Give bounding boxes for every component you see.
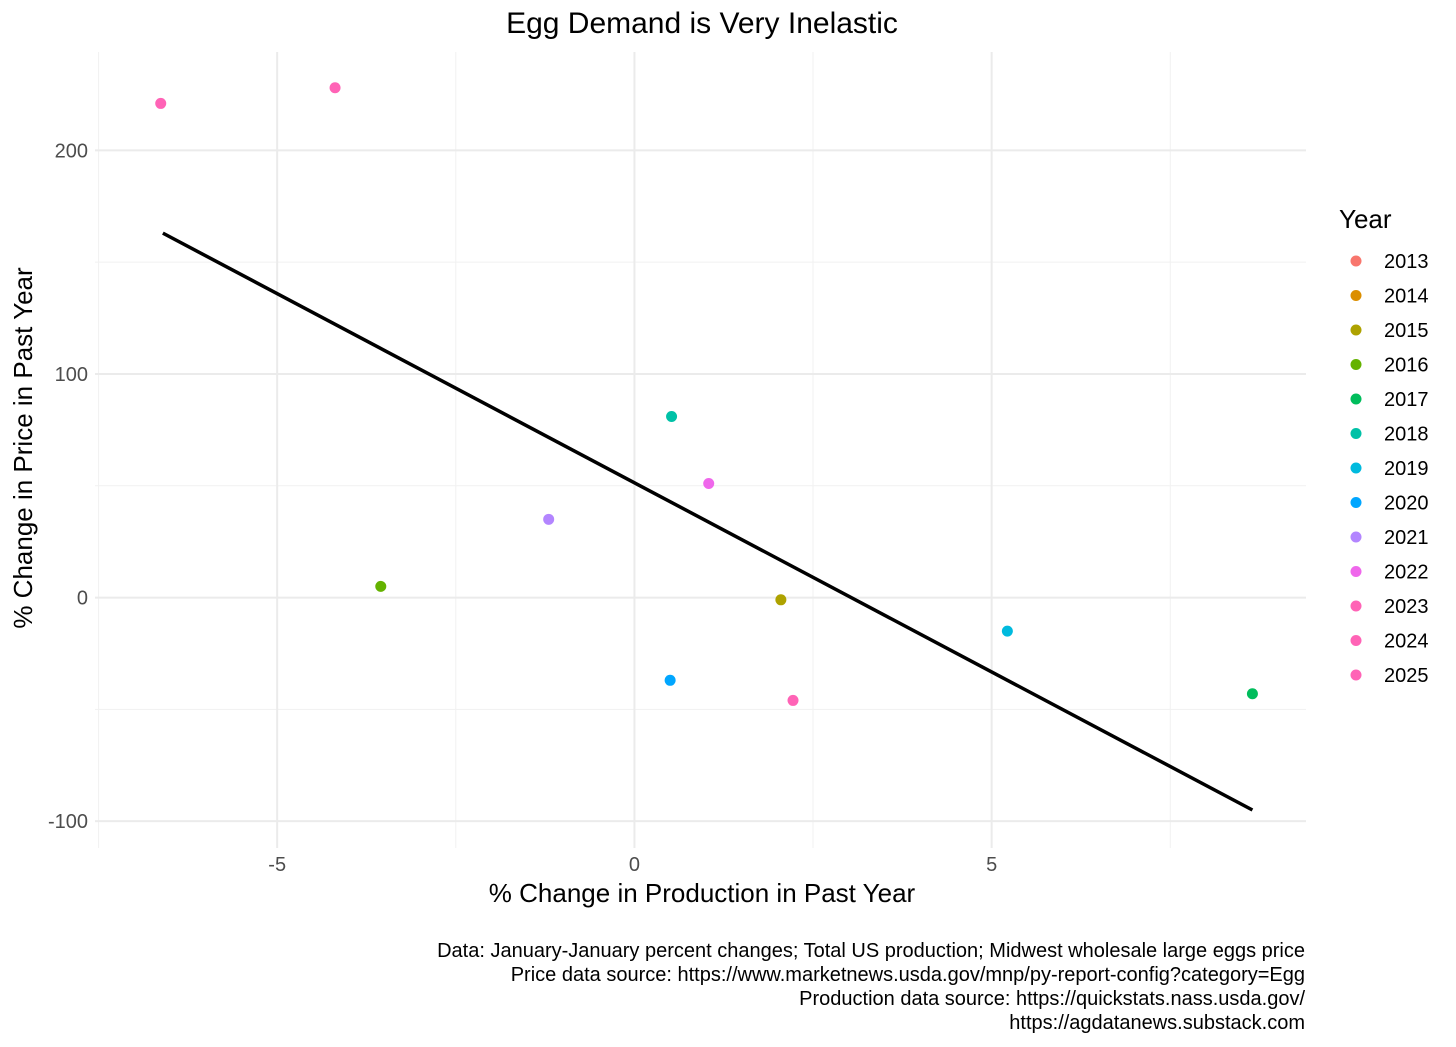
x-axis-label: % Change in Production in Past Year bbox=[489, 878, 916, 908]
trend-line bbox=[162, 231, 1254, 812]
y-tick-label: 200 bbox=[55, 140, 88, 162]
y-tick-label: 100 bbox=[55, 364, 88, 386]
legend-key-2022 bbox=[1350, 566, 1362, 577]
caption-data-note: Data: January-January percent changes; T… bbox=[437, 940, 1305, 962]
y-tick-label: 0 bbox=[77, 588, 88, 610]
legend-label-2017: 2017 bbox=[1384, 389, 1429, 411]
data-point-2016 bbox=[375, 580, 387, 592]
legend-label-2021: 2021 bbox=[1384, 527, 1429, 549]
legend-label-2023: 2023 bbox=[1384, 596, 1429, 618]
legend-label-2020: 2020 bbox=[1384, 493, 1429, 515]
x-tick-label: -5 bbox=[268, 854, 286, 876]
legend-key-2025 bbox=[1350, 669, 1362, 681]
minor-gridlines bbox=[95, 52, 1306, 848]
caption-production-source: Production data source: https://quicksta… bbox=[799, 988, 1305, 1010]
data-point-2017 bbox=[1246, 688, 1258, 700]
legend-key-2016 bbox=[1350, 359, 1362, 370]
data-point-2020 bbox=[664, 674, 676, 686]
legend-label-2015: 2015 bbox=[1384, 320, 1429, 342]
x-tick-label: 5 bbox=[986, 854, 997, 876]
legend-label-2019: 2019 bbox=[1384, 458, 1429, 480]
legend-key-2024 bbox=[1350, 635, 1362, 646]
caption-price-source: Price data source: https://www.marketnew… bbox=[510, 964, 1305, 986]
legend-label-2022: 2022 bbox=[1384, 562, 1429, 584]
legend-label-2014: 2014 bbox=[1384, 286, 1429, 308]
legend-key-2020 bbox=[1350, 497, 1362, 508]
trend-line-layer bbox=[162, 231, 1254, 812]
legend-title: Year bbox=[1339, 204, 1392, 234]
legend-key-2015 bbox=[1350, 324, 1362, 336]
legend-label-2013: 2013 bbox=[1384, 251, 1429, 273]
legend-label-2025: 2025 bbox=[1384, 665, 1429, 687]
x-axis-ticks: -5 0 5 bbox=[268, 854, 997, 876]
legend-key-2013 bbox=[1350, 255, 1362, 267]
legend-key-2023 bbox=[1350, 600, 1362, 612]
y-tick-label: -100 bbox=[48, 811, 88, 833]
legend-key-2014 bbox=[1350, 290, 1362, 301]
legend-key-2018 bbox=[1350, 428, 1362, 439]
x-tick-label: 0 bbox=[629, 854, 640, 876]
legend-label-2016: 2016 bbox=[1384, 355, 1429, 377]
y-axis-ticks: -100 0 100 200 bbox=[48, 140, 88, 833]
data-point-2023 bbox=[155, 97, 167, 109]
caption-website: https://agdatanews.substack.com bbox=[1009, 1012, 1305, 1034]
data-point-2019 bbox=[1001, 625, 1013, 637]
chart-title: Egg Demand is Very Inelastic bbox=[506, 7, 898, 40]
data-point-2025 bbox=[329, 82, 341, 94]
legend: 2013 2014 2015 2016 2017 2018 2019 2020 2021 2022… bbox=[1350, 251, 1429, 687]
legend-label-2024: 2024 bbox=[1384, 631, 1429, 653]
data-point-2022 bbox=[703, 478, 715, 490]
major-gridlines bbox=[95, 52, 1306, 848]
data-point-2021 bbox=[543, 513, 555, 525]
legend-key-2019 bbox=[1350, 462, 1362, 474]
data-point-2015 bbox=[775, 594, 787, 606]
data-points bbox=[155, 82, 1258, 706]
y-axis-label: % Change in Price in Past Year bbox=[8, 267, 38, 629]
legend-key-2017 bbox=[1350, 393, 1362, 405]
legend-label-2018: 2018 bbox=[1384, 424, 1429, 446]
data-point-2024 bbox=[787, 694, 799, 706]
legend-key-2021 bbox=[1350, 531, 1362, 543]
data-point-2018 bbox=[666, 410, 678, 422]
